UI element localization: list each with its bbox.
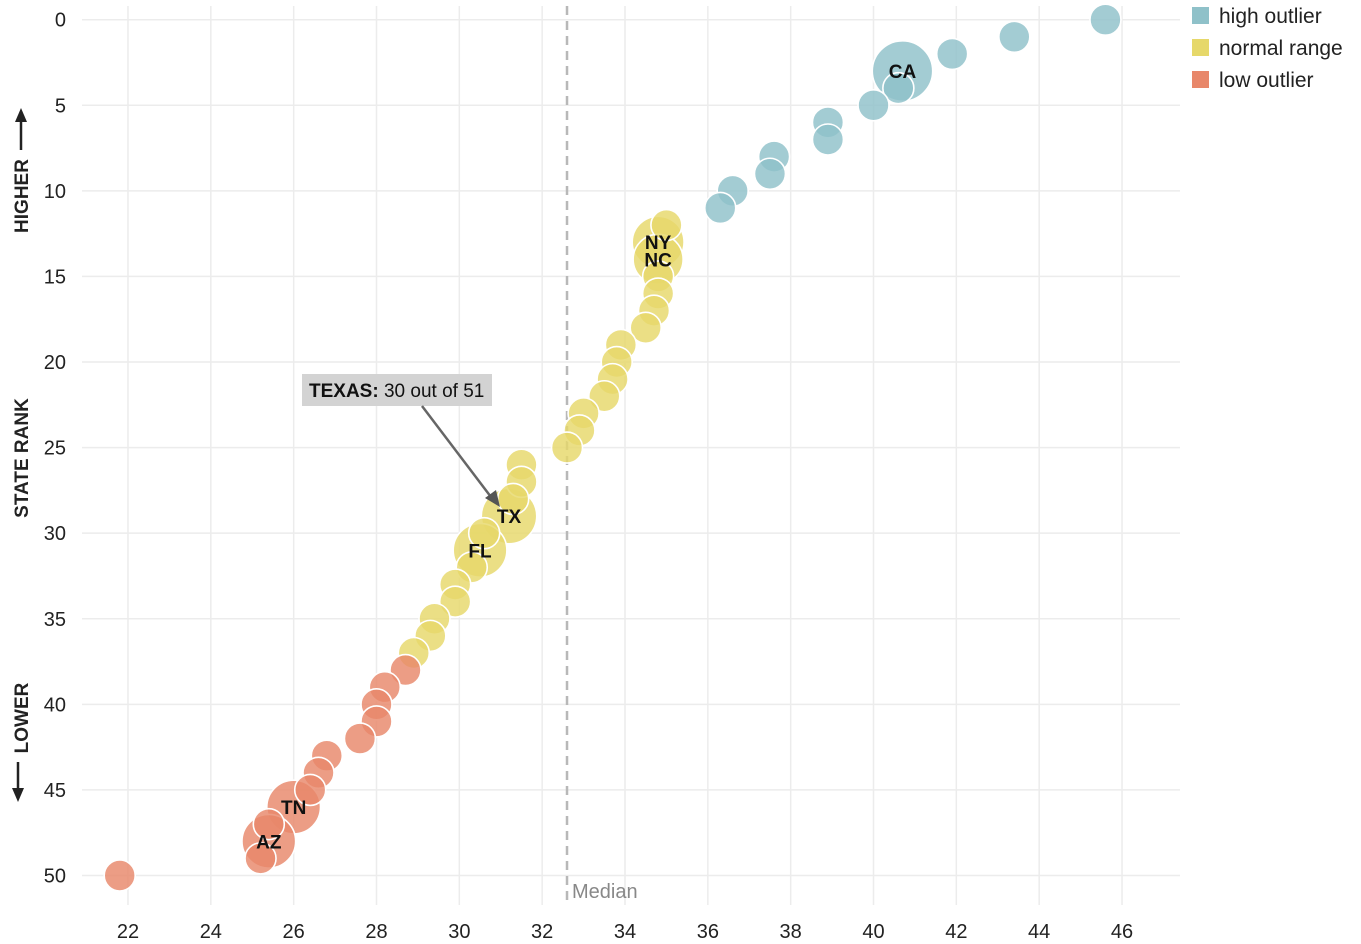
y-tick-label: 5: [55, 95, 66, 117]
point-label: NY: [645, 233, 672, 254]
x-tick-label: 24: [200, 921, 222, 943]
y-tick-label: 35: [44, 609, 66, 631]
x-tick-label: 38: [780, 921, 802, 943]
data-point: [882, 71, 915, 105]
data-point: [343, 722, 377, 755]
data-point: [252, 807, 286, 841]
y-tick-label: 0: [55, 10, 66, 32]
x-tick-label: 32: [531, 921, 553, 943]
y-axis-title: STATE RANK: [12, 398, 33, 518]
callout-box: [302, 374, 492, 406]
lower-arrowhead: [12, 788, 24, 802]
point-label: NC: [644, 250, 672, 271]
data-point: [703, 191, 737, 225]
data-point: [935, 37, 969, 71]
y-axis-title-group: HIGHER STATE RANK LOWER: [12, 108, 33, 802]
y-axis-ticks: 0 5 10 15 20 25 30 35 40 45 50: [44, 10, 66, 888]
data-point: [103, 859, 137, 892]
data-point: [998, 20, 1031, 54]
legend-swatch-normal: [1192, 39, 1209, 56]
y-tick-label: 25: [44, 438, 66, 460]
x-tick-label: 36: [697, 921, 719, 943]
x-tick-label: 22: [117, 921, 139, 943]
data-point: [244, 842, 277, 875]
y-axis-label-higher: HIGHER: [12, 159, 33, 233]
point-label: CA: [889, 62, 917, 83]
callout-arrowhead: [485, 490, 500, 507]
x-tick-label: 30: [448, 921, 470, 943]
data-point: [550, 431, 584, 464]
data-point: [811, 123, 845, 156]
data-point: [857, 88, 890, 122]
callout-rest: 30 out of 51: [379, 381, 485, 402]
grid-lines: [82, 6, 1180, 905]
point-label: FL: [468, 541, 492, 562]
higher-arrowhead: [15, 108, 27, 122]
y-tick-label: 20: [44, 352, 66, 374]
callout-bold: TEXAS:: [309, 381, 379, 402]
data-point: [467, 516, 501, 550]
x-tick-label: 26: [283, 921, 305, 943]
data-points: [103, 3, 1122, 892]
legend-swatch-high: [1192, 7, 1209, 24]
data-point: [1089, 3, 1122, 36]
data-point: [629, 311, 663, 345]
y-tick-label: 50: [44, 865, 66, 887]
legend-swatch-low: [1192, 71, 1209, 88]
data-point: [753, 157, 787, 191]
y-tick-label: 45: [44, 780, 66, 802]
callout-arrow: [421, 405, 492, 498]
x-tick-label: 44: [1028, 921, 1050, 943]
legend-label-low: low outlier: [1219, 69, 1314, 92]
y-axis-label-lower: LOWER: [12, 682, 33, 753]
legend-label-high: high outlier: [1219, 5, 1322, 28]
texas-callout: TEXAS: 30 out of 51: [302, 374, 500, 507]
x-tick-label: 34: [614, 921, 636, 943]
y-tick-label: 15: [44, 266, 66, 288]
callout-text: TEXAS: 30 out of 51: [309, 381, 484, 402]
x-tick-label: 42: [945, 921, 967, 943]
y-tick-label: 40: [44, 694, 66, 716]
median-label: Median: [572, 881, 638, 903]
y-tick-label: 30: [44, 523, 66, 545]
y-tick-label: 10: [44, 181, 66, 203]
data-point: [293, 773, 327, 807]
x-tick-label: 46: [1111, 921, 1133, 943]
x-tick-label: 40: [862, 921, 884, 943]
point-label: TN: [281, 798, 306, 819]
point-label: TX: [497, 507, 522, 528]
x-tick-label: 28: [365, 921, 387, 943]
data-point: [650, 208, 683, 242]
legend: high outlier normal range low outlier: [1192, 5, 1343, 92]
legend-label-normal: normal range: [1219, 37, 1343, 60]
point-label: AZ: [256, 832, 282, 853]
x-axis-ticks: 22 24 26 28 30 32 34 36 38 40 42 44 46: [117, 921, 1133, 943]
